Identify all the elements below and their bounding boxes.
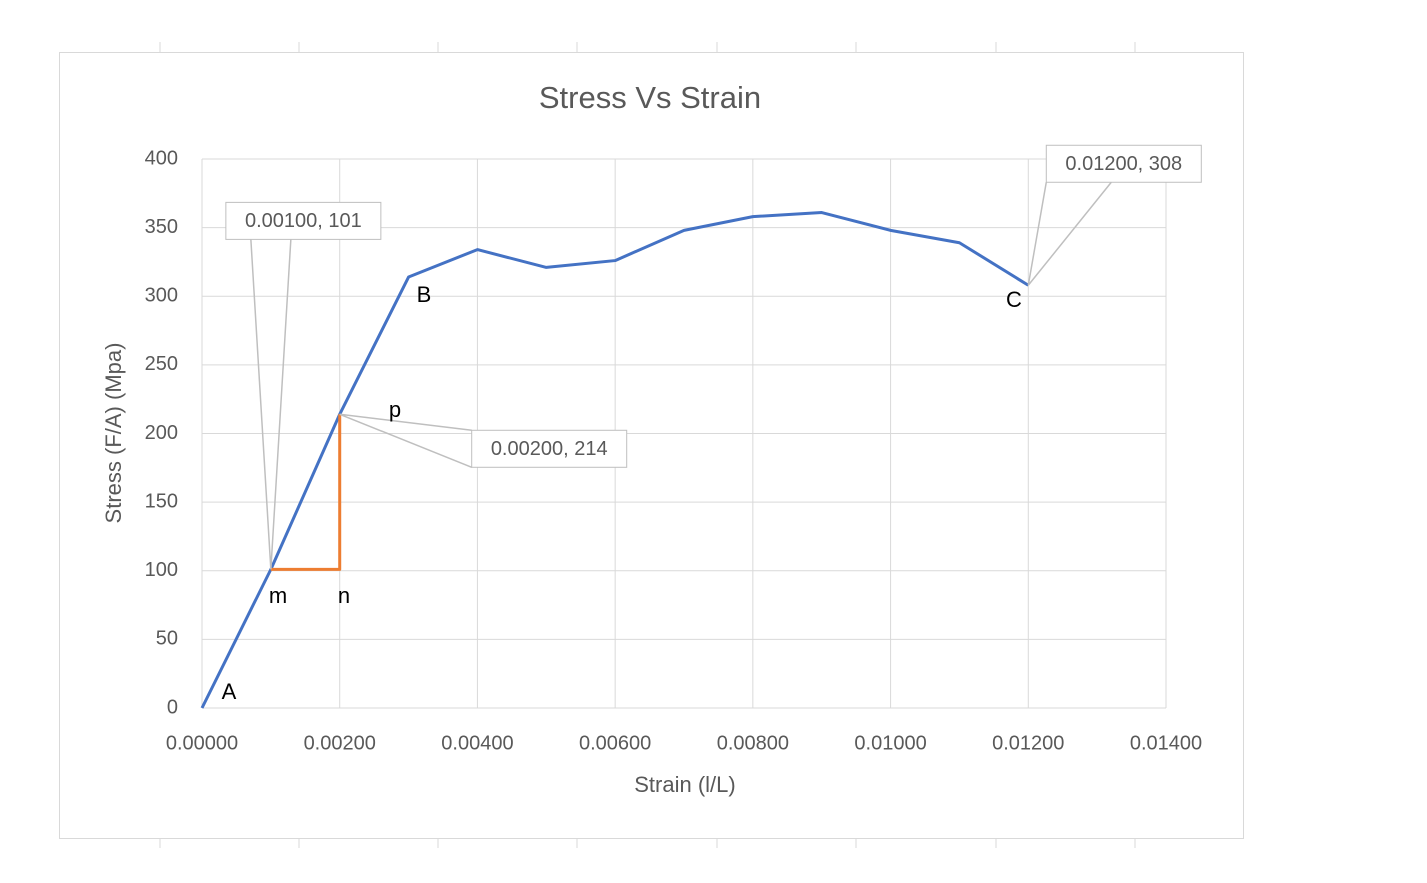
label-box [225, 201, 382, 240]
x-tick-label: 0.00400 [441, 732, 513, 754]
data-label: 0.01200, 308 [1065, 153, 1182, 175]
x-tick-label: 0.00800 [717, 732, 789, 754]
x-tick-label: 0.00200 [304, 732, 376, 754]
x-tick-label: 0.01000 [854, 732, 926, 754]
y-tick-label: 300 [145, 285, 178, 307]
leader-line [1027, 181, 1112, 286]
y-tick-label: 400 [145, 147, 178, 169]
series-line [270, 414, 342, 571]
chart-title: Stress Vs Strain [539, 80, 761, 115]
y-tick-label: 0 [167, 696, 178, 718]
data-label: 0.00200, 214 [491, 438, 608, 460]
y-tick-label: 250 [145, 353, 178, 375]
data-callout: 0.00100, 101 [225, 201, 382, 570]
annotation: n [338, 583, 350, 608]
leader-line [250, 239, 292, 570]
data-callout: 0.00200, 214 [339, 413, 628, 468]
annotation: B [417, 282, 432, 307]
data-callout: 0.01200, 308 [1027, 144, 1202, 286]
data-label: 0.00100, 101 [245, 210, 362, 232]
x-axis-title: Strain (l/L) [634, 772, 735, 797]
y-tick-label: 350 [145, 216, 178, 238]
leader-line [339, 413, 472, 468]
annotation: C [1006, 287, 1022, 312]
y-tick-label: 50 [156, 628, 178, 650]
y-tick-label: 200 [145, 422, 178, 444]
annotation: p [389, 397, 401, 422]
label-box [1045, 144, 1202, 183]
y-axis-title: Stress (F/A) (Mpa) [101, 343, 126, 524]
label-box [471, 429, 628, 468]
annotation: m [269, 583, 287, 608]
y-tick-label: 150 [145, 490, 178, 512]
sheet-ticks [159, 42, 1136, 848]
annotation: A [222, 679, 237, 704]
y-tick-label: 100 [145, 559, 178, 581]
x-tick-label: 0.01400 [1130, 732, 1202, 754]
x-tick-label: 0.01200 [992, 732, 1064, 754]
x-tick-label: 0.00600 [579, 732, 651, 754]
x-tick-label: 0.00000 [166, 732, 238, 754]
